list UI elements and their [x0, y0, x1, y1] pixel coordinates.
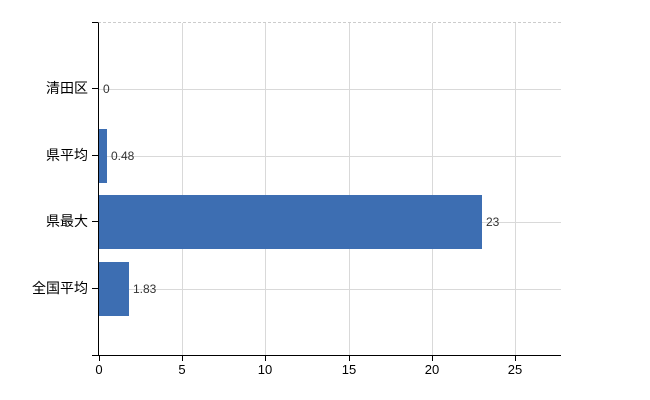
- chart-bar: [99, 195, 482, 249]
- y-axis-tick: [92, 88, 98, 89]
- horizontal-gridline: [99, 289, 561, 290]
- chart-bar: [99, 262, 129, 316]
- category-label: 県平均: [46, 147, 88, 163]
- x-axis-tick: [99, 355, 100, 361]
- category-label: 全国平均: [32, 280, 88, 296]
- x-axis-tick: [265, 355, 266, 361]
- x-tick-label: 0: [95, 362, 103, 377]
- vertical-gridline: [265, 23, 266, 355]
- bar-value-label: 0.48: [111, 149, 135, 163]
- vertical-gridline: [349, 23, 350, 355]
- horizontal-gridline: [99, 89, 561, 90]
- vertical-gridline: [182, 23, 183, 355]
- x-tick-label: 10: [257, 362, 273, 377]
- x-tick-label: 5: [178, 362, 186, 377]
- x-tick-label: 20: [424, 362, 440, 377]
- y-axis-tick: [92, 221, 98, 222]
- x-tick-label: 25: [507, 362, 523, 377]
- x-tick-label: 15: [341, 362, 357, 377]
- category-label: 県最大: [46, 213, 88, 229]
- y-axis-tick: [92, 155, 98, 156]
- chart-bar: [99, 129, 107, 183]
- vertical-gridline: [432, 23, 433, 355]
- y-axis-end-tick: [92, 355, 98, 356]
- x-axis-tick: [515, 355, 516, 361]
- bar-value-label: 23: [486, 215, 500, 229]
- plot-area: 0 0.48 23 1.83: [98, 22, 561, 356]
- x-axis-tick: [182, 355, 183, 361]
- y-axis-end-tick: [92, 22, 98, 23]
- horizontal-gridline: [99, 156, 561, 157]
- vertical-gridline: [515, 23, 516, 355]
- bar-value-label: 0: [103, 82, 110, 96]
- bar-value-label: 1.83: [133, 282, 157, 296]
- x-axis-tick: [349, 355, 350, 361]
- x-axis-tick: [432, 355, 433, 361]
- y-axis-tick: [92, 288, 98, 289]
- category-label: 清田区: [46, 80, 88, 96]
